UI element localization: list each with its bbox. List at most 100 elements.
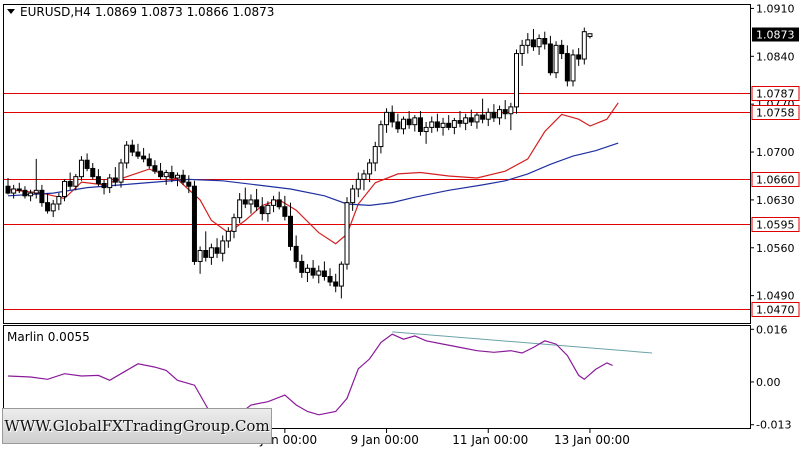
bear-candle-body <box>282 206 288 217</box>
price-tick-label: 1.0700 <box>756 146 795 159</box>
moving-average-line <box>7 102 619 245</box>
bull-candle-body <box>581 31 587 60</box>
bull-candle-body <box>124 144 130 164</box>
level-label-box <box>751 302 800 317</box>
candle <box>576 48 582 66</box>
candle <box>327 268 333 287</box>
candle <box>304 264 310 282</box>
candle <box>22 186 28 199</box>
time-tick-label: 13 Jan 00:00 <box>554 433 630 447</box>
candle <box>84 153 90 172</box>
candle <box>372 141 378 172</box>
candle <box>28 189 34 202</box>
price-tick-label: 1.0490 <box>756 290 795 303</box>
bull-candle-body <box>508 106 514 115</box>
bull-candle-body <box>384 111 390 126</box>
candle <box>401 116 406 135</box>
bear-candle-body <box>84 159 90 169</box>
candle <box>16 182 22 194</box>
bear-candle-body <box>158 170 164 178</box>
bull-candle-body <box>231 217 237 232</box>
bear-candle-body <box>95 176 101 184</box>
bull-candle-body <box>570 54 576 82</box>
candle <box>480 98 486 124</box>
candle <box>474 112 480 129</box>
bear-candle-body <box>254 199 260 208</box>
bear-candle-body <box>112 177 118 183</box>
bear-candle-body <box>259 206 265 215</box>
bull-candle-body <box>367 162 373 175</box>
bull-candle-body <box>237 199 243 219</box>
bull-candle-body <box>423 126 429 133</box>
bull-candle-body <box>525 39 531 46</box>
candle <box>299 254 305 278</box>
candle <box>231 213 237 239</box>
candle <box>497 105 503 125</box>
indicator-tick-label: 0.00 <box>756 376 781 389</box>
candle <box>282 195 288 221</box>
bull-candle-body <box>248 199 254 205</box>
bull-candle-body <box>587 33 593 37</box>
candle <box>39 184 45 207</box>
bull-candle-body <box>463 117 469 124</box>
current-price-label: 1.0873 <box>756 29 795 42</box>
bull-candle-body <box>175 174 180 179</box>
candle <box>56 193 62 211</box>
candle <box>197 246 203 274</box>
candle <box>135 143 141 159</box>
candle <box>310 260 316 279</box>
bull-candle-body <box>429 121 435 128</box>
bull-candle-body <box>378 124 384 148</box>
level-label: 1.0595 <box>756 219 795 232</box>
bull-candle-body <box>451 120 457 128</box>
bear-candle-body <box>186 181 192 187</box>
candle <box>463 113 469 131</box>
candle <box>508 102 514 131</box>
bear-candle-body <box>152 165 158 172</box>
candle <box>186 175 192 194</box>
bull-candle-body <box>497 109 503 119</box>
indicator-line <box>7 333 613 426</box>
candle <box>547 35 553 76</box>
candle <box>242 187 248 209</box>
price-axis: 1.09101.08401.07701.07001.06301.05601.04… <box>750 2 795 303</box>
candle <box>265 201 271 222</box>
candle <box>485 108 491 127</box>
bear-candle-body <box>67 180 73 187</box>
bear-candle-body <box>191 185 197 262</box>
bull-candle-body <box>355 178 361 190</box>
bear-candle-body <box>327 275 333 283</box>
candle <box>530 28 536 51</box>
symbol-menu-triangle[interactable] <box>7 9 15 14</box>
candle <box>118 158 124 188</box>
bull-candle-body <box>344 202 350 265</box>
bear-candle-body <box>5 185 11 194</box>
bear-candle-body <box>480 114 486 120</box>
bear-candle-body <box>417 117 423 133</box>
candle <box>468 109 474 127</box>
candle <box>321 261 327 281</box>
bear-candle-body <box>542 38 548 45</box>
candle <box>214 238 220 259</box>
bull-candle-body <box>440 122 446 128</box>
moving-averages <box>7 102 619 245</box>
bear-candle-body <box>45 202 51 212</box>
candle <box>141 147 147 163</box>
candle <box>514 49 519 114</box>
candle <box>90 162 96 180</box>
candle <box>73 173 79 191</box>
symbol-label: EURUSD,H4 <box>20 5 91 19</box>
candle <box>350 184 356 211</box>
indicator-tick-label: -0.013 <box>756 419 791 432</box>
time-tick-label: 9 Jan 00:00 <box>351 433 419 447</box>
bull-candle-body <box>401 118 406 130</box>
bear-candle-body <box>22 189 28 197</box>
bull-candle-body <box>56 195 62 205</box>
price-tick-label: 1.0910 <box>756 2 795 15</box>
price-tick-label: 1.0630 <box>756 194 795 207</box>
bull-candle-body <box>62 180 67 197</box>
candle <box>491 104 497 122</box>
candle <box>45 193 51 214</box>
bear-candle-body <box>180 174 186 183</box>
